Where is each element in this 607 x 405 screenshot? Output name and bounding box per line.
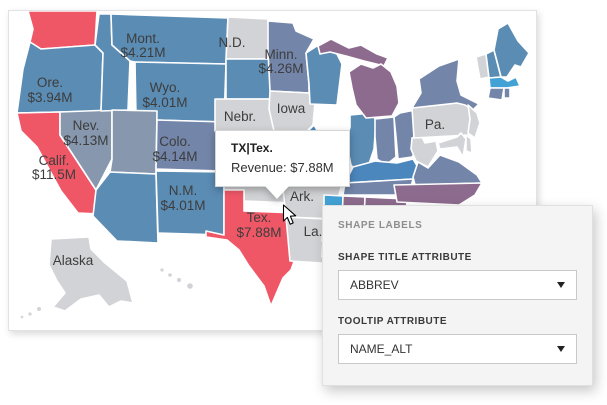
label-louisiana: La. [304,224,323,239]
hawaii-island [176,277,182,283]
shape-labels-panel: SHAPE LABELS SHAPE TITLE ATTRIBUTE ABBRE… [322,205,593,386]
label-nevada-value: $4.13M [63,133,108,148]
label-colorado-name: Colo. [159,134,191,149]
tooltip-attribute-value: NAME_ALT [350,342,413,356]
state-north-carolina[interactable] [393,182,483,206]
tooltip-title: TX|Tex. [231,141,273,155]
label-alaska: Alaska [53,253,94,268]
tooltip-attribute-select[interactable]: NAME_ALT [338,334,577,364]
chevron-down-icon [557,346,565,352]
label-montana-value: $4.21M [120,45,165,60]
shape-title-attribute-label: SHAPE TITLE ATTRIBUTE [338,252,472,263]
state-connecticut[interactable] [487,87,505,101]
label-minnesota-name: Minn. [264,47,297,62]
state-maryland[interactable] [437,132,467,158]
label-texas-value: $7.88M [236,225,281,240]
hawaii-island [160,268,164,272]
state-michigan-upper[interactable] [317,38,389,67]
label-wyoming-value: $4.01M [142,95,187,110]
alaska-aleutian-island [28,312,32,316]
tooltip-arrow [264,185,290,199]
label-iowa: Iowa [277,101,306,116]
state-maine[interactable] [493,22,530,78]
label-new-mexico-name: N.M. [169,183,198,198]
label-oregon-name: Ore. [37,75,63,90]
state-rhode-island[interactable] [503,87,511,99]
label-nevada-name: Nev. [73,118,100,133]
hawaii-island [168,273,172,277]
label-north-dakota: N.D. [219,35,246,50]
label-california-name: Calif. [39,153,70,168]
label-texas-name: Tex. [247,210,272,225]
state-washington[interactable] [27,11,98,50]
state-new-york[interactable] [411,58,480,111]
vector-map: Mont. $4.21M N.D. Minn. $4.26M Ore. $3.9… [8,10,537,331]
label-wyoming-name: Wyo. [150,80,181,95]
label-new-mexico-value: $4.01M [160,198,205,213]
panel-section-title: SHAPE LABELS [338,220,423,231]
state-utah[interactable] [109,109,158,175]
hawaii-island [187,283,193,289]
label-montana-name: Mont. [126,31,160,46]
us-choropleth-map: Mont. $4.21M N.D. Minn. $4.26M Ore. $3.9… [16,11,530,319]
state-arizona[interactable] [92,171,159,244]
shape-title-attribute-select[interactable]: ABBREV [338,270,577,300]
label-oregon-value: $3.94M [27,90,72,105]
state-new-jersey[interactable] [467,104,481,139]
label-nebraska: Nebr. [224,109,256,124]
label-california-value: $11.5M [32,167,76,182]
map-tooltip: TX|Tex. Revenue: $7.88M [215,130,350,199]
mouse-cursor-icon [282,204,297,225]
state-delaware[interactable] [465,134,473,154]
label-arkansas: Ark. [290,189,314,204]
alaska-aleutian-island [37,307,41,311]
state-wisconsin[interactable] [305,45,343,106]
state-massachusetts[interactable] [488,76,521,89]
alaska-aleutian-island [20,315,24,319]
label-minnesota-value: $4.26M [258,61,303,76]
tooltip-revenue: Revenue: $7.88M [231,160,334,175]
shape-title-attribute-value: ABBREV [350,278,399,292]
chevron-down-icon [557,282,565,288]
state-alaska[interactable] [48,236,134,312]
tooltip-attribute-label: TOOLTIP ATTRIBUTE [338,316,448,327]
label-pennsylvania: Pa. [425,117,445,132]
label-colorado-value: $4.14M [152,149,197,164]
state-michigan[interactable] [348,63,400,119]
state-indiana[interactable] [374,116,397,166]
